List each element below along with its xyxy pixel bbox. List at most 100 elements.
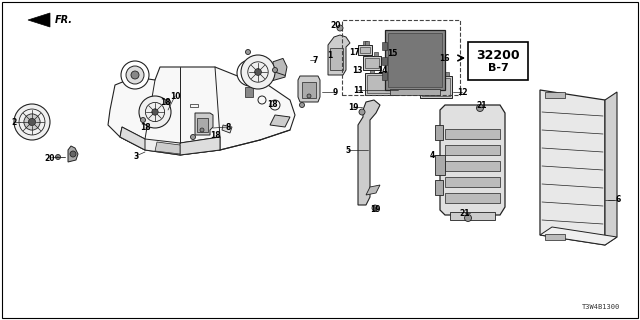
Bar	[363, 56, 381, 70]
Polygon shape	[108, 67, 295, 155]
Bar	[392, 52, 396, 56]
Bar	[382, 42, 387, 50]
Polygon shape	[298, 76, 320, 102]
Polygon shape	[440, 105, 505, 215]
Text: T3W4B1300: T3W4B1300	[582, 304, 620, 310]
Text: 2: 2	[12, 117, 17, 126]
Circle shape	[337, 25, 343, 31]
Polygon shape	[273, 59, 287, 81]
Bar	[382, 57, 387, 65]
Text: 20: 20	[331, 20, 341, 29]
Circle shape	[139, 96, 171, 128]
Bar	[330, 48, 343, 70]
Circle shape	[237, 60, 263, 86]
Circle shape	[152, 109, 158, 115]
Bar	[445, 145, 500, 155]
Polygon shape	[540, 227, 617, 245]
Text: 21: 21	[477, 100, 487, 109]
Bar	[245, 87, 253, 97]
Circle shape	[246, 50, 250, 54]
Polygon shape	[195, 113, 213, 135]
Text: 18: 18	[160, 98, 170, 107]
Bar	[370, 69, 374, 73]
Bar	[398, 52, 402, 56]
Polygon shape	[540, 90, 605, 245]
Text: 18: 18	[267, 100, 277, 108]
Bar	[385, 30, 445, 90]
Text: 13: 13	[352, 66, 362, 75]
Circle shape	[56, 155, 61, 159]
Bar	[390, 69, 394, 73]
Circle shape	[28, 118, 36, 126]
Circle shape	[141, 117, 145, 123]
Bar	[382, 72, 387, 80]
Polygon shape	[155, 142, 180, 154]
Circle shape	[372, 205, 378, 211]
Circle shape	[131, 71, 139, 79]
Circle shape	[396, 50, 404, 58]
Text: 21: 21	[460, 209, 470, 218]
Text: 19: 19	[348, 102, 358, 111]
Circle shape	[70, 151, 76, 157]
Circle shape	[191, 134, 195, 140]
Polygon shape	[180, 137, 220, 155]
Circle shape	[241, 55, 275, 89]
Text: 16: 16	[439, 53, 449, 62]
Bar	[545, 92, 565, 98]
Text: 6: 6	[616, 196, 621, 204]
Bar	[367, 75, 395, 93]
Bar	[365, 58, 379, 68]
Text: 3: 3	[133, 151, 139, 161]
Bar	[422, 78, 450, 96]
Text: 8: 8	[225, 123, 230, 132]
Circle shape	[300, 102, 305, 108]
Text: 19: 19	[370, 205, 380, 214]
Text: 14: 14	[377, 66, 387, 75]
Circle shape	[126, 66, 144, 84]
Text: FR.: FR.	[55, 15, 73, 25]
Text: 10: 10	[170, 92, 180, 100]
Bar	[445, 161, 500, 171]
Bar	[450, 212, 495, 220]
Circle shape	[166, 100, 170, 105]
Polygon shape	[68, 146, 78, 162]
Bar	[435, 180, 443, 195]
Bar	[363, 41, 367, 45]
Polygon shape	[328, 35, 350, 75]
Circle shape	[200, 128, 204, 132]
Bar	[197, 118, 208, 132]
Text: 1: 1	[328, 51, 333, 60]
Circle shape	[425, 57, 435, 67]
Text: 20: 20	[45, 154, 55, 163]
Bar	[545, 234, 565, 240]
Circle shape	[24, 114, 40, 130]
Bar	[190, 104, 198, 107]
Text: 11: 11	[353, 85, 364, 94]
Polygon shape	[120, 127, 220, 155]
Text: 17: 17	[349, 47, 359, 57]
Circle shape	[255, 68, 261, 76]
Bar	[445, 129, 500, 139]
Circle shape	[465, 214, 472, 221]
Bar	[368, 52, 372, 56]
Bar	[360, 47, 370, 53]
Bar	[342, 20, 460, 95]
Polygon shape	[366, 185, 380, 195]
Circle shape	[428, 60, 433, 65]
Circle shape	[307, 94, 311, 98]
Bar	[302, 82, 316, 98]
Bar	[387, 56, 405, 70]
Text: 32200: 32200	[476, 49, 520, 61]
Polygon shape	[222, 125, 232, 133]
Text: 12: 12	[457, 87, 467, 97]
Circle shape	[247, 70, 253, 76]
Bar	[390, 89, 440, 95]
Polygon shape	[120, 127, 145, 150]
Bar	[435, 125, 443, 140]
Bar	[358, 45, 372, 55]
Bar	[425, 72, 429, 76]
Bar	[445, 193, 500, 203]
Bar	[420, 76, 452, 98]
Text: B-7: B-7	[488, 63, 508, 73]
Text: 4: 4	[429, 150, 435, 159]
